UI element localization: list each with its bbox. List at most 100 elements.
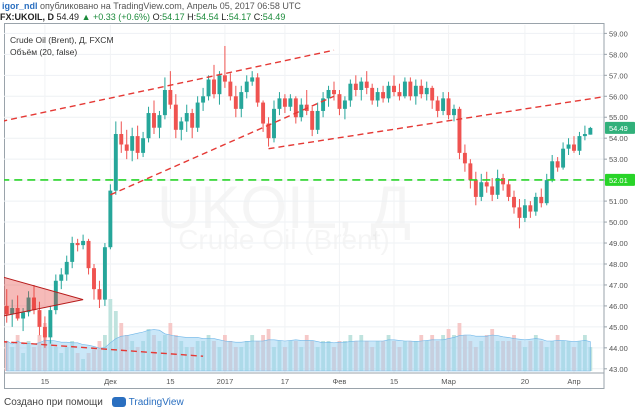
candle-body xyxy=(293,98,298,118)
candle-body xyxy=(272,108,276,139)
price-tick-label: 53.00 xyxy=(609,155,628,164)
price-axis[interactable]: 59.0058.0057.0056.0055.0054.0053.0052.00… xyxy=(603,23,636,389)
price-chart[interactable]: UKOIL, Д Crude Oil (Brent) 59.00 58.00 57.… xyxy=(4,23,636,389)
candle-body xyxy=(212,79,216,95)
candle-body xyxy=(566,144,571,149)
open-value: 54.17 xyxy=(162,12,185,22)
candle-body xyxy=(135,136,140,153)
candle-body xyxy=(222,75,227,82)
trendline-resistance[interactable] xyxy=(268,95,607,150)
candle-body xyxy=(495,178,500,195)
candle-body xyxy=(173,104,178,130)
watermark: UKOIL, Д Crude Oil (Brent) xyxy=(157,174,411,255)
candle-body xyxy=(239,92,244,109)
candle-body xyxy=(555,161,560,168)
candle-series xyxy=(4,45,593,348)
price-tick-label: 43.00 xyxy=(609,365,628,374)
candle-body xyxy=(168,89,173,105)
candle-body xyxy=(577,136,582,151)
candle-body xyxy=(42,326,47,338)
author-link[interactable]: igor_ndl xyxy=(2,1,38,11)
candle-body xyxy=(473,180,478,197)
candle-body xyxy=(21,312,26,319)
price-tick-label: 49.00 xyxy=(609,239,628,248)
candle-body xyxy=(430,87,435,101)
candle-body xyxy=(86,240,91,269)
low-value: 54.17 xyxy=(228,12,252,22)
candle-body xyxy=(277,98,282,109)
volume-series xyxy=(4,299,593,372)
candle-body xyxy=(424,87,429,95)
candle-body xyxy=(550,161,555,181)
price-tick-label: 46.00 xyxy=(609,302,628,311)
time-tick-label: 15 xyxy=(390,377,398,386)
up-arrow-icon: ▲ xyxy=(81,12,91,22)
legend-volume: Объём (20, false) xyxy=(10,47,78,57)
candle-body xyxy=(326,89,331,99)
drawing-layer[interactable] xyxy=(4,49,607,357)
published-text: опубликовано на TradingView.com, Апрель … xyxy=(40,1,301,11)
candle-body xyxy=(490,186,495,195)
time-axis[interactable]: 15 Дек 15 2017 17 Фев 15 Мар 20 Апр xyxy=(4,372,604,386)
time-tick-label: Дек xyxy=(104,377,117,386)
price-tick-label: 58.00 xyxy=(609,50,628,59)
candle-body xyxy=(386,85,391,99)
candle-body xyxy=(146,113,151,139)
candle-body xyxy=(299,104,304,118)
candle-body xyxy=(162,89,167,116)
candle-body xyxy=(233,96,238,109)
candle-body xyxy=(282,98,287,107)
candle-body xyxy=(522,205,527,218)
price-tick-label: 54.00 xyxy=(609,134,628,143)
candle-body xyxy=(315,110,320,130)
high-label: H xyxy=(187,12,194,22)
candle-body xyxy=(342,100,347,109)
candle-body xyxy=(392,85,396,93)
candle-body xyxy=(119,134,124,145)
price-axis-bg xyxy=(604,23,636,389)
price-tick-label: 51.00 xyxy=(609,197,628,206)
candle-body xyxy=(266,123,271,139)
candle-body xyxy=(348,83,353,101)
legend-title: Crude Oil (Brent), Д, FXCM xyxy=(10,35,114,45)
last-price-badge-bg xyxy=(605,121,635,134)
candle-body xyxy=(321,98,326,111)
candle-body xyxy=(157,115,162,128)
volume-ma-area xyxy=(6,329,591,372)
open-label: O xyxy=(152,12,160,22)
trendline-volume-base[interactable] xyxy=(4,341,204,357)
watermark-symbol: UKOIL, Д xyxy=(157,174,411,241)
candle-body xyxy=(37,310,42,327)
candle-body xyxy=(397,92,402,97)
candle-body xyxy=(402,81,407,97)
candle-body xyxy=(124,144,129,151)
tradingview-link[interactable]: TradingView xyxy=(128,397,184,408)
candle-body xyxy=(81,240,86,246)
candle-body xyxy=(10,308,15,315)
candle-body xyxy=(244,81,249,93)
candle-body xyxy=(588,127,593,135)
candle-body xyxy=(195,102,200,128)
candle-body xyxy=(92,268,96,290)
time-tick-label: 17 xyxy=(281,377,289,386)
last-price: 54.49 xyxy=(56,12,80,22)
trendline-upper-channel[interactable] xyxy=(4,49,335,122)
candle-body xyxy=(359,81,364,90)
time-tick-label: 15 xyxy=(166,377,174,386)
time-tick-label: Фев xyxy=(333,377,347,386)
triangle-pattern[interactable] xyxy=(4,276,84,317)
price-tick-label: 45.00 xyxy=(609,323,628,332)
last-price-badge: 54.49 xyxy=(609,124,628,133)
candle-body xyxy=(4,305,9,315)
candle-body xyxy=(75,243,80,246)
watermark-name: Crude Oil (Brent) xyxy=(178,224,390,255)
candle-body xyxy=(419,85,424,95)
candle-body xyxy=(288,98,293,107)
candle-body xyxy=(53,280,58,311)
candle-body xyxy=(332,89,336,95)
support-price-badge-bg xyxy=(605,173,635,186)
candle-body xyxy=(179,121,184,130)
candle-body xyxy=(152,113,156,128)
quote-bar: FX:UKOIL, D 54.49 ▲ +0.33 (+0.6%) O:54.1… xyxy=(0,12,286,22)
trendline-lower-channel[interactable] xyxy=(110,95,335,196)
